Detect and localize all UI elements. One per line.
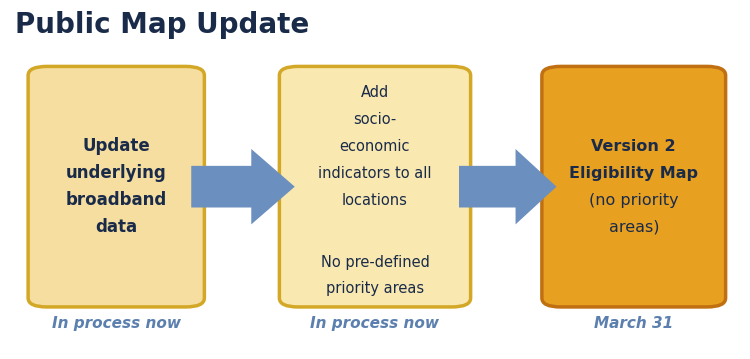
Text: March 31: March 31	[594, 316, 674, 331]
Text: indicators to all: indicators to all	[318, 166, 432, 181]
Text: Public Map Update: Public Map Update	[15, 11, 309, 39]
Text: No pre-defined: No pre-defined	[320, 255, 430, 270]
Text: priority areas: priority areas	[326, 281, 424, 297]
Text: In process now: In process now	[52, 316, 181, 331]
Text: Version 2: Version 2	[592, 139, 676, 154]
Text: data: data	[95, 218, 137, 236]
Text: locations: locations	[342, 193, 408, 208]
Text: underlying: underlying	[66, 164, 166, 182]
FancyBboxPatch shape	[279, 66, 471, 307]
FancyBboxPatch shape	[28, 66, 204, 307]
Text: (no priority: (no priority	[589, 193, 679, 208]
Text: economic: economic	[340, 139, 410, 154]
Text: socio-: socio-	[353, 112, 397, 127]
FancyBboxPatch shape	[542, 66, 725, 307]
Text: In process now: In process now	[310, 316, 440, 331]
Text: Add: Add	[361, 85, 389, 100]
Text: areas): areas)	[608, 220, 659, 234]
Text: broadband: broadband	[66, 191, 166, 209]
Text: Update: Update	[82, 137, 150, 155]
Text: Eligibility Map: Eligibility Map	[569, 166, 698, 181]
Polygon shape	[459, 149, 556, 224]
Polygon shape	[191, 149, 295, 224]
